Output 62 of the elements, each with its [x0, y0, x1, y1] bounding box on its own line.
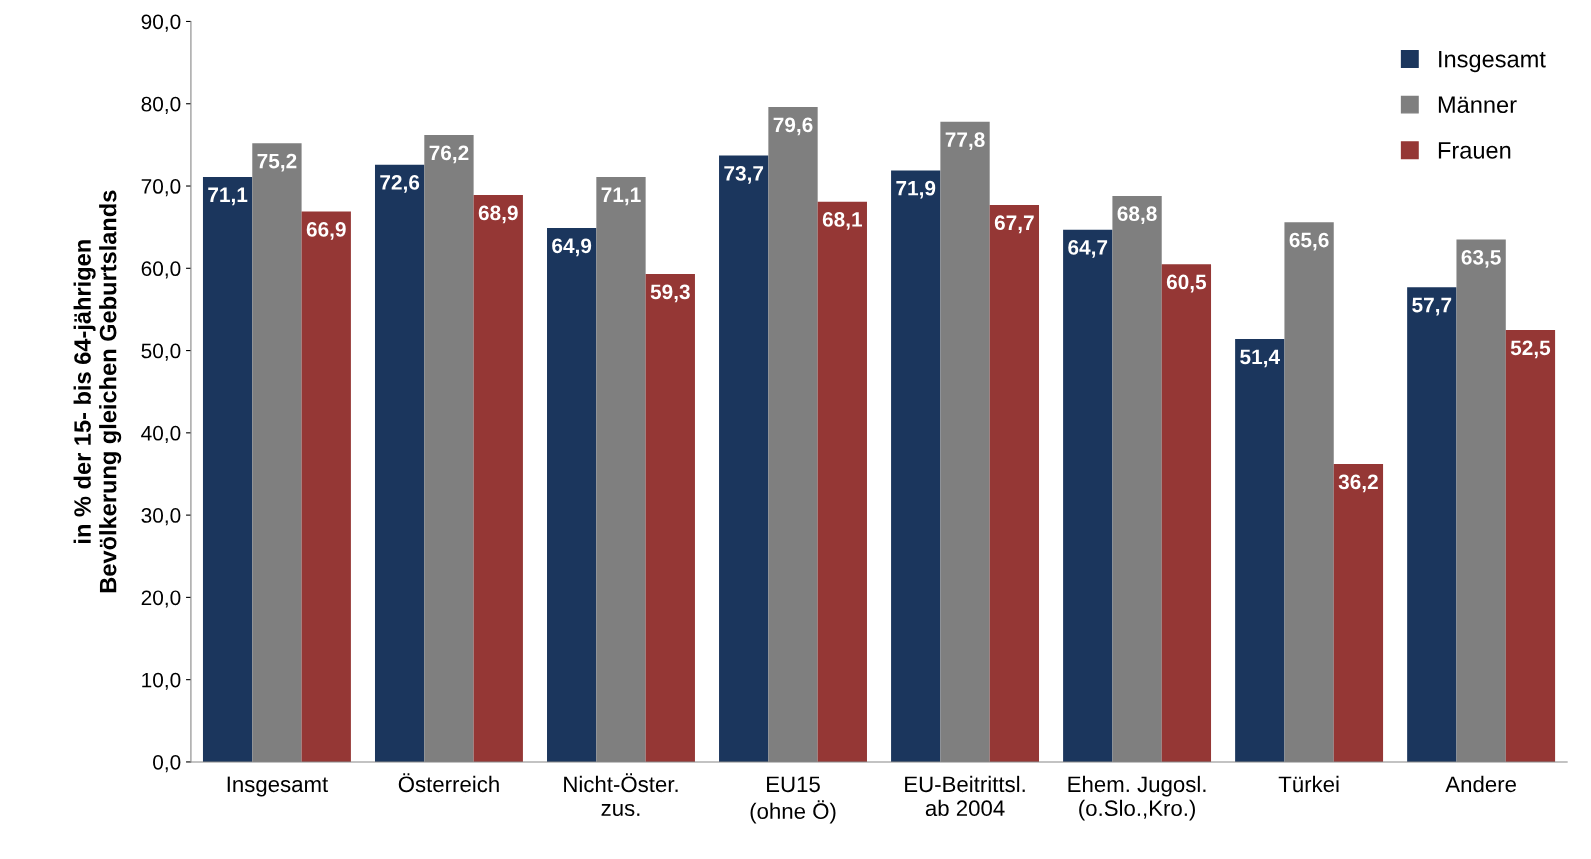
data-label: 72,6 [380, 175, 420, 193]
bar [547, 227, 597, 762]
legend-label: Männer [1438, 96, 1517, 114]
data-label: 67,7 [994, 215, 1034, 234]
data-label: 51,4 [1240, 349, 1280, 368]
bar [374, 164, 425, 762]
data-label: 36,2 [1338, 474, 1378, 493]
bar [1063, 229, 1113, 762]
bar [1161, 264, 1212, 762]
x-tick-label: Andere [1445, 775, 1516, 793]
data-label: 68,1 [822, 212, 863, 230]
data-label: 59,3 [650, 284, 690, 303]
bar [1407, 287, 1457, 762]
y-tick-label: 50,0 [141, 343, 181, 361]
y-tick-label: 40,0 [141, 425, 181, 444]
data-label: 68,8 [1117, 206, 1157, 225]
data-label: 75,2 [257, 153, 297, 172]
y-tick-label: 20,0 [141, 590, 181, 608]
bar [989, 204, 1040, 762]
y-tick-label: 70,0 [141, 179, 181, 197]
y-tick-label: 90,0 [141, 14, 181, 32]
data-label: 77,8 [945, 132, 985, 151]
data-label: 73,7 [724, 166, 764, 184]
bar [473, 195, 523, 762]
y-tick-label: 0,0 [153, 754, 181, 773]
bar [1333, 464, 1384, 762]
y-tick-label: 60,0 [141, 261, 181, 279]
bar [817, 201, 867, 762]
data-label: 79,6 [773, 117, 813, 136]
bar [202, 176, 253, 762]
data-label: 64,7 [1068, 240, 1108, 258]
data-label: 60,5 [1166, 274, 1207, 293]
data-label: 52,5 [1510, 340, 1551, 359]
x-tick-label: EU15 (ohne Ö) [750, 776, 836, 824]
bar [891, 170, 941, 762]
data-label: 65,6 [1289, 232, 1329, 251]
data-label: 63,5 [1461, 249, 1501, 268]
x-tick-label: Türkei [1278, 775, 1339, 793]
bar [1505, 330, 1556, 762]
x-tick-label: EU-Beitrittsl. ab 2004 [905, 775, 1025, 817]
data-label: 71,1 [208, 187, 248, 206]
data-label: 71,1 [601, 187, 641, 206]
y-axis-title: in % der 15- bis 64-jährigen Bevölkerung gleichen Geburtslands [73, 190, 122, 593]
bar [301, 211, 351, 762]
bar [1235, 339, 1285, 762]
bar [719, 155, 769, 762]
data-label: 71,9 [896, 180, 936, 199]
bar [645, 274, 695, 762]
y-tick-label: 10,0 [142, 672, 181, 690]
y-tick-label: 30,0 [141, 508, 181, 526]
x-tick-label: Ehem. Jugosl. (o.Slo.,Kro.) [1068, 775, 1206, 821]
x-tick-label: Nicht-Öster. zus. [564, 773, 678, 817]
data-label: 66,9 [306, 221, 346, 240]
x-tick-label: Österreich [398, 773, 499, 793]
data-label: 76,2 [429, 145, 469, 164]
legend-label: Insgesamt [1439, 51, 1546, 73]
y-tick-label: 80,0 [141, 96, 181, 114]
legend-label: Frauen [1438, 142, 1511, 159]
x-tick-label: Insgesamt [227, 776, 329, 797]
data-label: 64,9 [552, 238, 592, 257]
data-label: 57,7 [1412, 297, 1452, 316]
data-label: 68,9 [478, 205, 518, 224]
